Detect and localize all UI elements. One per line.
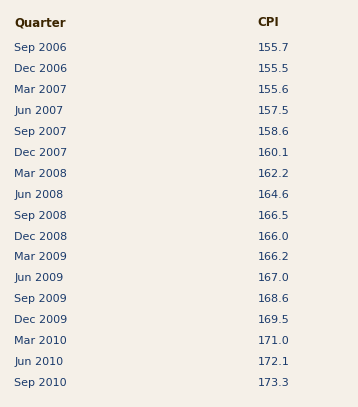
Text: Dec 2007: Dec 2007 (14, 148, 68, 158)
Text: 169.5: 169.5 (258, 315, 290, 325)
Text: Jun 2008: Jun 2008 (14, 190, 64, 200)
Text: 164.6: 164.6 (258, 190, 290, 200)
Text: Mar 2009: Mar 2009 (14, 252, 67, 263)
Text: 171.0: 171.0 (258, 336, 290, 346)
Text: Mar 2010: Mar 2010 (14, 336, 67, 346)
Text: Sep 2008: Sep 2008 (14, 211, 67, 221)
Text: 155.6: 155.6 (258, 85, 289, 95)
Text: 157.5: 157.5 (258, 106, 290, 116)
Text: 162.2: 162.2 (258, 169, 290, 179)
Text: 166.5: 166.5 (258, 211, 289, 221)
Text: Sep 2010: Sep 2010 (14, 378, 67, 388)
Text: Sep 2007: Sep 2007 (14, 127, 67, 137)
Text: 155.5: 155.5 (258, 64, 289, 74)
Text: Sep 2006: Sep 2006 (14, 44, 67, 53)
Text: 166.0: 166.0 (258, 232, 289, 241)
Text: Dec 2008: Dec 2008 (14, 232, 68, 241)
Text: Mar 2008: Mar 2008 (14, 169, 67, 179)
Text: 155.7: 155.7 (258, 44, 290, 53)
Text: CPI: CPI (258, 16, 280, 29)
Text: Dec 2006: Dec 2006 (14, 64, 67, 74)
Text: Jun 2010: Jun 2010 (14, 357, 63, 367)
Text: Mar 2007: Mar 2007 (14, 85, 67, 95)
Text: Dec 2009: Dec 2009 (14, 315, 68, 325)
Text: 168.6: 168.6 (258, 294, 290, 304)
Text: 158.6: 158.6 (258, 127, 290, 137)
Text: Jun 2007: Jun 2007 (14, 106, 64, 116)
Text: Quarter: Quarter (14, 16, 66, 29)
Text: Sep 2009: Sep 2009 (14, 294, 67, 304)
Text: 166.2: 166.2 (258, 252, 290, 263)
Text: 173.3: 173.3 (258, 378, 290, 388)
Text: 167.0: 167.0 (258, 274, 290, 283)
Text: Jun 2009: Jun 2009 (14, 274, 64, 283)
Text: 160.1: 160.1 (258, 148, 289, 158)
Text: 172.1: 172.1 (258, 357, 290, 367)
